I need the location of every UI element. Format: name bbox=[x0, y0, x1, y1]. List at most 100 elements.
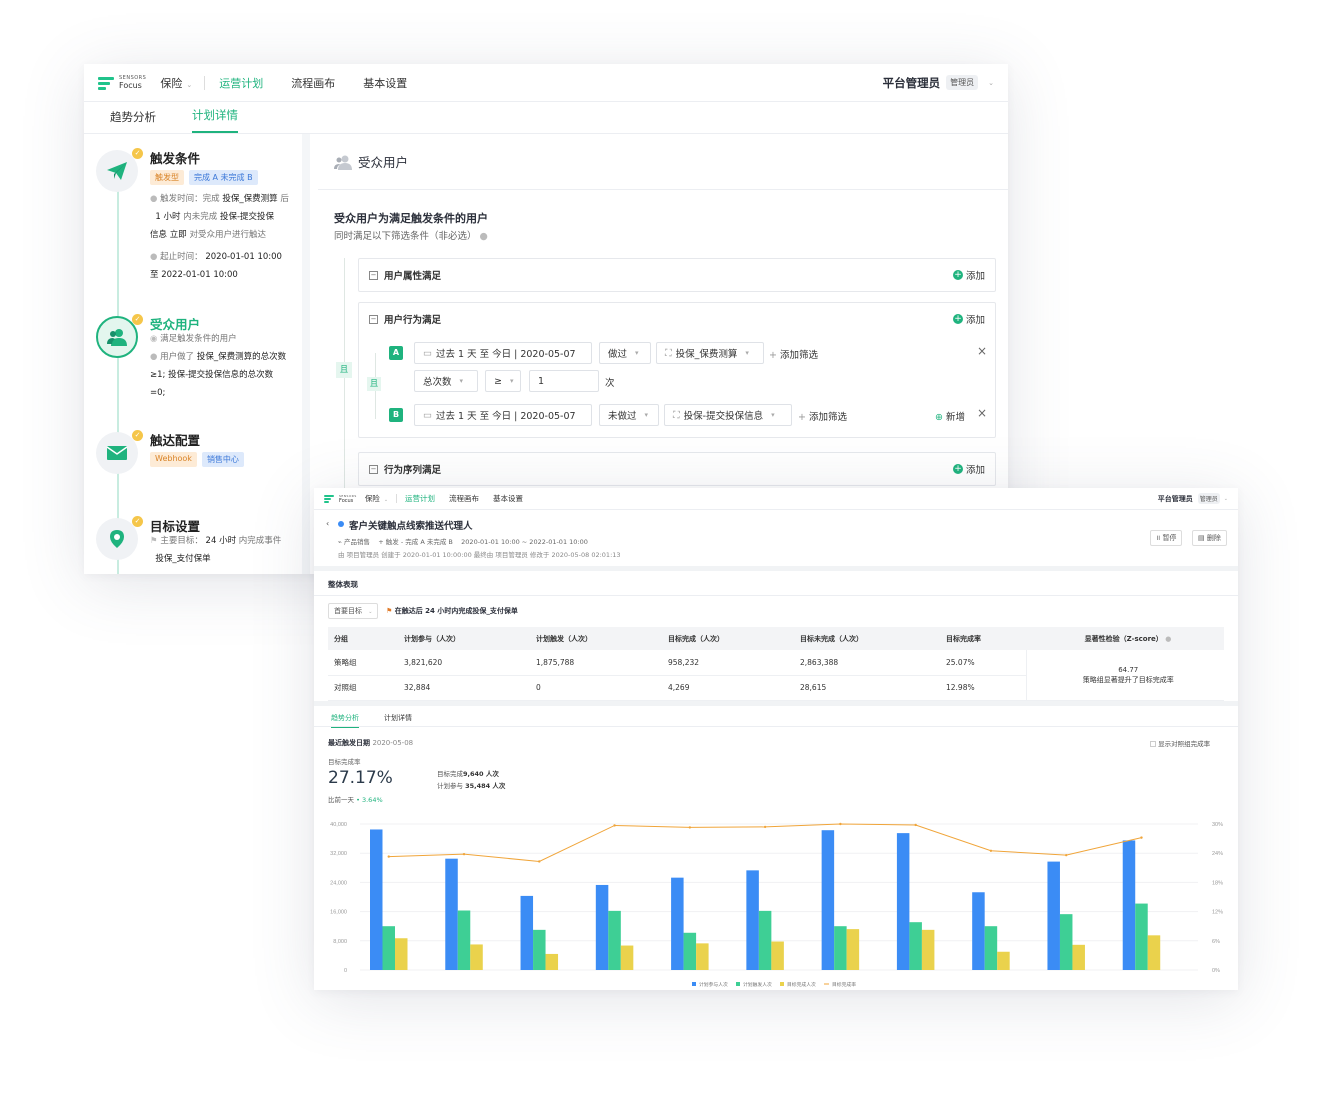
nav-project-insurance[interactable]: 保险 ⌄ bbox=[160, 75, 192, 91]
goal-desc: ⚑ 主要目标： 24 小时 内完成事件 投保_支付保单 bbox=[150, 532, 306, 568]
check-badge-icon: ✓ bbox=[132, 148, 143, 159]
collapse-icon[interactable]: − bbox=[369, 270, 378, 280]
tab-trend-analysis[interactable]: 趋势分析 bbox=[110, 110, 156, 124]
chevron-down-icon: ⌄ bbox=[186, 80, 193, 89]
nav-operation-plan[interactable]: 运营计划 bbox=[405, 494, 436, 503]
plan-trigger: 触发 - 完成 A 未完成 B bbox=[385, 538, 453, 546]
overview-table: 分组 计划参与（人次） 计划触发（人次） 目标完成（人次） 目标未完成（人次） … bbox=[328, 627, 1224, 701]
goal-within: 内完成事件 bbox=[238, 536, 282, 546]
condition-a-operator-text: ≥ bbox=[494, 375, 502, 387]
bar bbox=[533, 929, 546, 970]
nav-flow-canvas[interactable]: 流程画布 bbox=[449, 494, 480, 503]
condition-a-metric[interactable]: 总次数 ▾ bbox=[414, 370, 478, 392]
condition-b-add-filter[interactable]: + 添加筛选 bbox=[798, 409, 847, 423]
condition-b-action[interactable]: 未做过 ▾ bbox=[599, 404, 659, 426]
nav-divider bbox=[204, 75, 206, 90]
bar bbox=[1135, 903, 1148, 970]
audience-config-panel: 受众用户 受众用户为满足触发条件的用户 同时满足以下筛选条件（非必选） ● 且 … bbox=[318, 134, 1008, 574]
zscore-note: 策略组显著提升了目标完成率 bbox=[1082, 675, 1174, 684]
latest-date: 2020-05-08 bbox=[372, 739, 414, 747]
nav-project-insurance[interactable]: 保险 ⌄ bbox=[365, 493, 388, 504]
tag-sales-center: 销售中心 bbox=[201, 452, 244, 467]
audience-desc: ◉ 满足触发条件的用户 ● 用户做了 投保_保费测算的总次数 ≥1; 投保-提交… bbox=[150, 330, 306, 402]
sensors-focus-logo[interactable]: SENSORS Focus bbox=[98, 75, 146, 90]
add-behavior-button[interactable]: + 添加 bbox=[952, 312, 985, 326]
condition-b-close-icon[interactable]: × bbox=[977, 406, 988, 420]
rate-label: 目标完成率 bbox=[328, 758, 361, 766]
trigger-tail: 对受众用户进行触达 bbox=[189, 230, 266, 240]
zscore-cell: 64.77 策略组显著提升了目标完成率 bbox=[1025, 650, 1224, 701]
audience-l2-b: ≥1; 投保-提交投保信息的总次数 bbox=[150, 370, 274, 380]
and-tag-inner: 且 bbox=[367, 377, 381, 391]
overview-panel: 整体表现 首要目标 ⌄ ⚑ 在触达后 24 小时内完成投保_支付保单 分组 计划… bbox=[314, 571, 1238, 701]
condition-b-event[interactable]: ⛶ 投保-提交投保信息 ▾ bbox=[664, 404, 792, 426]
audience-l2-c: =0; bbox=[150, 388, 166, 398]
help-icon[interactable]: ● bbox=[1165, 634, 1172, 643]
add-label: 添加 bbox=[965, 465, 985, 476]
nav-operation-plan[interactable]: 运营计划 bbox=[219, 76, 264, 90]
bar bbox=[445, 858, 458, 970]
plan-header: ‹ 客户关键触点线索推送代理人 ⌁ 产品销售 + 触发 - 完成 A 未完成 B… bbox=[314, 510, 1238, 566]
bar bbox=[1059, 914, 1073, 970]
checkbox-icon bbox=[1150, 741, 1156, 747]
check-badge-icon: ✓ bbox=[132, 516, 143, 527]
col-zscore: 显著性检验（Z-score） ● bbox=[1026, 627, 1224, 650]
condition-b-new[interactable]: ⊕ 新增 bbox=[935, 409, 965, 423]
tab-trend-analysis[interactable]: 趋势分析 bbox=[331, 713, 359, 728]
cell: 2,863,388 bbox=[794, 650, 940, 676]
top-nav: SENSORS Focus 保险 ⌄ 运营计划 流程画布 基本设置 平台管理员 管… bbox=[84, 64, 1008, 102]
nav-project-label: 保险 bbox=[364, 494, 380, 503]
collapse-icon[interactable]: − bbox=[369, 314, 378, 324]
behavior-sequence-box: − 行为序列满足 + 添加 bbox=[358, 452, 996, 486]
user-name[interactable]: 平台管理员 bbox=[1157, 494, 1193, 503]
legend-label: 计划参与人次 bbox=[699, 981, 728, 988]
table-row: 策略组 3,821,620 1,875,788 958,232 2,863,38… bbox=[328, 650, 1224, 701]
info-icon: ● bbox=[150, 352, 158, 362]
join-stat: 计划参与 35,484 人次 bbox=[437, 780, 505, 790]
nav-divider bbox=[396, 494, 398, 503]
col-goal-undone: 目标未完成（人次） bbox=[794, 627, 940, 650]
plan-range: 2020-01-01 10:00 ~ 2022-01-01 10:00 bbox=[461, 538, 588, 546]
back-arrow-icon[interactable]: ‹ bbox=[326, 519, 330, 528]
bar bbox=[382, 926, 395, 970]
tab-plan-detail[interactable]: 计划详情 bbox=[384, 714, 412, 722]
sensors-focus-logo[interactable]: SENSORS Focus bbox=[324, 494, 357, 504]
tab-plan-detail[interactable]: 计划详情 bbox=[192, 107, 238, 133]
user-menu[interactable]: 平台管理员 管理员 ⌄ bbox=[883, 75, 994, 91]
delete-button[interactable]: ▤ 删除 bbox=[1192, 530, 1227, 546]
rate-point bbox=[1140, 836, 1143, 839]
done-stat: 目标完成9,640 人次 bbox=[437, 768, 499, 778]
trend-chart: 40,000 32,000 24,000 16,000 8,000 0 30% 24% 18% 1… bbox=[330, 822, 1223, 988]
pause-button[interactable]: ॥ 暂停 bbox=[1150, 530, 1183, 546]
add-attribute-button[interactable]: + 添加 bbox=[952, 268, 985, 282]
rate-point bbox=[688, 826, 692, 829]
col-triggered: 计划触发（人次） bbox=[530, 627, 662, 650]
rate-point bbox=[763, 825, 767, 829]
cell: 策略组 bbox=[328, 650, 398, 676]
plus-circle-icon: + bbox=[952, 270, 963, 280]
condition-a-add-filter[interactable]: + 添加筛选 bbox=[769, 347, 818, 361]
add-sequence-button[interactable]: + 添加 bbox=[952, 462, 985, 476]
rate-point bbox=[462, 852, 466, 856]
condition-a-operator[interactable]: ≥ ▾ bbox=[485, 370, 521, 392]
show-control-toggle[interactable]: 显示对照组完成率 bbox=[1150, 738, 1210, 748]
goal-select[interactable]: 首要目标 ⌄ bbox=[328, 603, 379, 619]
plan-meta: 由 项目管理员 创建于 2020-01-01 10:00:00 最终由 项目管理… bbox=[338, 551, 621, 559]
nav-basic-settings[interactable]: 基本设置 bbox=[493, 494, 524, 503]
trigger-event-b: 投保-提交投保 bbox=[219, 212, 275, 222]
audience-subheading-text: 同时满足以下筛选条件（非必选） bbox=[334, 231, 477, 242]
nav-flow-canvas[interactable]: 流程画布 bbox=[291, 76, 336, 90]
condition-a-value-input[interactable]: 1 bbox=[529, 370, 599, 392]
nav-basic-settings[interactable]: 基本设置 bbox=[363, 76, 408, 90]
condition-b-date[interactable]: ▭ 过去 1 天 至 今日 | 2020-05-07 bbox=[414, 404, 592, 426]
condition-a-date[interactable]: ▭ 过去 1 天 至 今日 | 2020-05-07 bbox=[414, 342, 592, 364]
logo-line2: Focus bbox=[339, 497, 354, 504]
collapse-icon[interactable]: − bbox=[369, 464, 378, 474]
cell: 28,615 bbox=[794, 675, 940, 701]
condition-a-event[interactable]: ⛶ 投保_保费测算 ▾ bbox=[656, 342, 764, 364]
condition-a-action[interactable]: 做过 ▾ bbox=[599, 342, 651, 364]
flag-icon: ⚑ bbox=[150, 536, 158, 546]
condition-a-close-icon[interactable]: × bbox=[977, 344, 988, 358]
col-goal-rate: 目标完成率 bbox=[940, 627, 1026, 650]
help-icon[interactable]: ● bbox=[479, 231, 488, 242]
